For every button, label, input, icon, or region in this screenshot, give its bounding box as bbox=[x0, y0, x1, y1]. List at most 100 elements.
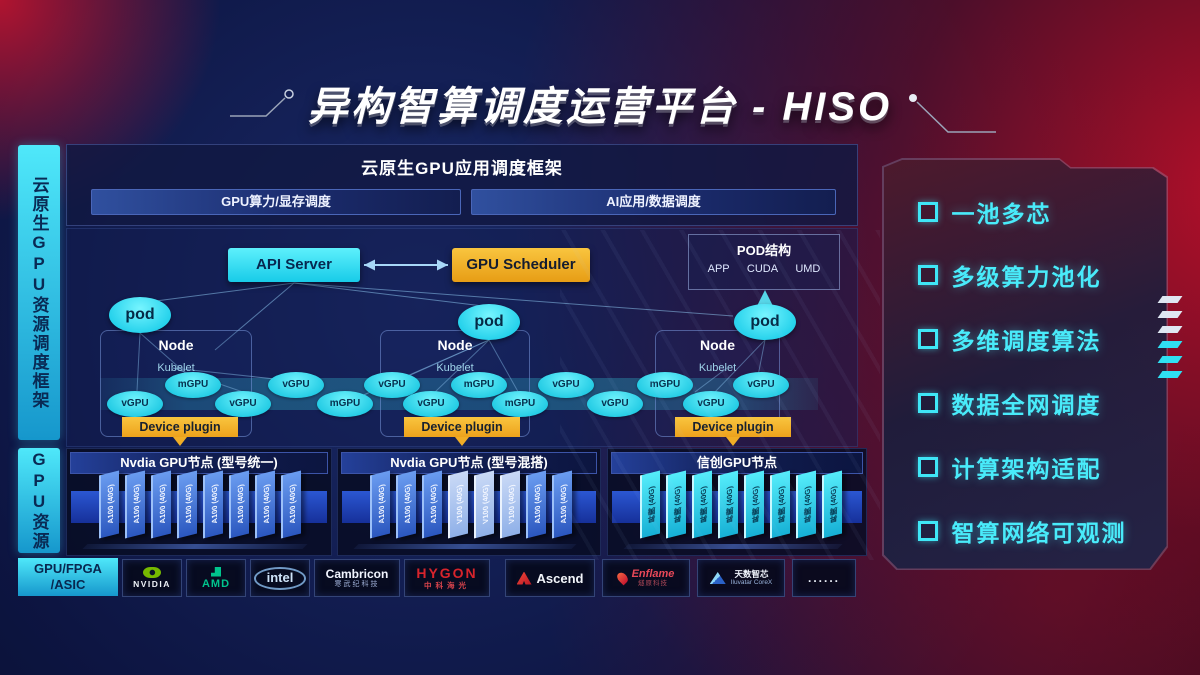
pod-item-app: APP bbox=[707, 263, 730, 275]
gpu-node-header: Nvdia GPU节点 (型号统一) bbox=[70, 452, 328, 474]
gpu-card-label: 昇腾 (40G) bbox=[672, 485, 682, 524]
gpu-card: A100 (40G) bbox=[552, 470, 572, 539]
feature-item: 计算架构适配 bbox=[917, 451, 1102, 483]
sidebar-label-text: 云原生GPU资源调度框架 bbox=[29, 175, 49, 410]
gpu-card-label: A100 (40G) bbox=[209, 483, 219, 525]
gpu-card: 昇腾 (40G) bbox=[692, 470, 712, 539]
vendor-logo-text: Cambricon 寒武纪科技 bbox=[326, 567, 389, 589]
vendor-subname: Iluvatar CoreX bbox=[730, 579, 773, 587]
gpu-node-panel-uniform: Nvdia GPU节点 (型号统一) A100 (40G) A100 (40G) A… bbox=[66, 448, 332, 556]
pod-ellipse: pod bbox=[734, 304, 796, 340]
gpu-card: A100 (40G) bbox=[229, 470, 249, 539]
bar-gpu-compute-scheduling: GPU算力/显存调度 bbox=[91, 189, 461, 215]
gpu-card: 昇腾 (40G) bbox=[666, 470, 686, 539]
gpu-card: 昇腾 (40G) bbox=[718, 470, 738, 539]
gpu-card: V100 (40G) bbox=[474, 470, 494, 539]
pod-structure-box: POD结构 APP CUDA UMD bbox=[688, 234, 840, 290]
gpu-card: A100 (40G) bbox=[281, 470, 301, 539]
vendor-name: intel bbox=[253, 566, 307, 590]
vendor-name: ...... bbox=[807, 571, 840, 585]
gpu-card: V100 (40G) bbox=[500, 470, 520, 539]
vgpu-ellipse: vGPU bbox=[733, 372, 789, 398]
vgpu-ellipse: vGPU bbox=[587, 391, 643, 417]
mgpu-ellipse: mGPU bbox=[451, 372, 507, 398]
gpu-card: A100 (40G) bbox=[255, 470, 275, 539]
feature-item: 多维调度算法 bbox=[917, 323, 1102, 355]
feature-label: 多维调度算法 bbox=[951, 328, 1102, 355]
gpu-node-panel-mixed: Nvdia GPU节点 (型号混搭) A100 (40G) A100 (40G) A… bbox=[337, 448, 601, 556]
vendor-logo-amd: AMD bbox=[186, 559, 246, 597]
vendor-logo-nvidia: NVIDIA bbox=[122, 559, 182, 597]
vgpu-ellipse: vGPU bbox=[107, 391, 163, 417]
gpu-card: A100 (40G) bbox=[396, 470, 416, 539]
vendor-logo-text: 天数智芯 Iluvatar CoreX bbox=[730, 569, 773, 587]
gpu-card-label: A100 (40G) bbox=[235, 483, 245, 525]
pod-ellipse: pod bbox=[109, 297, 171, 333]
vendor-subname: 中科海光 bbox=[424, 580, 470, 590]
gpu-card-label: 昇腾 (40G) bbox=[828, 485, 838, 524]
node-label: Node bbox=[158, 337, 194, 353]
hatch-mark bbox=[1157, 371, 1183, 378]
amd-icon bbox=[211, 566, 221, 577]
bar-ai-data-scheduling: AI应用/数据调度 bbox=[471, 189, 836, 215]
vgpu-ellipse: vGPU bbox=[215, 391, 271, 417]
gpu-card: A100 (40G) bbox=[370, 470, 390, 539]
square-bullet-icon bbox=[917, 265, 938, 286]
sidebar-label-text: GPU资源 bbox=[29, 450, 49, 551]
enflame-icon bbox=[614, 570, 630, 586]
gpu-card-label: 昇腾 (40G) bbox=[802, 485, 812, 524]
page-title: 异构智算调度运营平台 - HISO bbox=[307, 85, 893, 129]
vendor-subname: 燧原科技 bbox=[637, 580, 668, 588]
api-server-box: API Server bbox=[228, 248, 360, 282]
vendor-logo-text: Enflame 燧原科技 bbox=[632, 568, 675, 587]
gpu-card-label: A100 (40G) bbox=[558, 483, 568, 525]
sidebar-label-gpu-resource: GPU资源 bbox=[18, 448, 60, 553]
hardware-label-line1: GPU/FPGA bbox=[34, 561, 102, 576]
feature-label: 一池多芯 bbox=[951, 200, 1052, 227]
vendor-logo-enflame: Enflame 燧原科技 bbox=[602, 559, 690, 597]
square-bullet-icon bbox=[917, 329, 938, 350]
feature-item: 智算网络可观测 bbox=[917, 515, 1127, 547]
pod-item-umd: UMD bbox=[795, 263, 821, 275]
feature-label: 智算网络可观测 bbox=[951, 519, 1127, 546]
pod-structure-title: POD结构 bbox=[736, 243, 792, 258]
gpu-card-label: A100 (40G) bbox=[287, 483, 297, 525]
device-plugin-label: Device plugin bbox=[122, 417, 238, 437]
mgpu-ellipse: mGPU bbox=[492, 391, 548, 417]
gpu-card: V100 (40G) bbox=[448, 470, 468, 539]
gpu-card: A100 (40G) bbox=[125, 470, 145, 539]
gpu-scheduler-box: GPU Scheduler bbox=[452, 248, 590, 282]
gpu-card-label: A100 (40G) bbox=[131, 483, 141, 525]
kubelet-label: Kubelet bbox=[157, 362, 195, 374]
hatch-mark bbox=[1157, 296, 1183, 303]
hatch-mark bbox=[1157, 356, 1183, 363]
device-plugin-arrow bbox=[173, 437, 187, 446]
vendor-subname: 寒武纪科技 bbox=[334, 580, 380, 588]
gpu-card-label: A100 (40G) bbox=[376, 483, 386, 525]
device-plugin-arrow bbox=[726, 437, 740, 446]
vendor-logo-hygon: HYGON 中科海光 bbox=[404, 559, 490, 597]
pod-ellipse: pod bbox=[458, 304, 520, 340]
gpu-card-label: V100 (40G) bbox=[506, 483, 516, 525]
feature-label: 数据全网调度 bbox=[951, 391, 1102, 418]
gpu-card-label: V100 (40G) bbox=[454, 483, 464, 525]
gpu-card: A100 (40G) bbox=[177, 470, 197, 539]
vendor-logo-cambricon: Cambricon 寒武纪科技 bbox=[314, 559, 400, 597]
features-panel: 一池多芯 多级算力池化 多维调度算法 数据全网调度 计算架构适配 智算网络可观测 bbox=[882, 158, 1168, 570]
node-label: Node bbox=[437, 337, 473, 353]
vgpu-ellipse: vGPU bbox=[538, 372, 594, 398]
sidebar-label-cloud-native-framework: 云原生GPU资源调度框架 bbox=[18, 145, 60, 440]
gpu-card-label: V100 (40G) bbox=[480, 483, 490, 525]
gpu-card-label: 昇腾 (40G) bbox=[750, 485, 760, 524]
vgpu-ellipse: vGPU bbox=[683, 391, 739, 417]
ascend-icon bbox=[516, 571, 532, 585]
gpu-node-header: Nvdia GPU节点 (型号混搭) bbox=[341, 452, 597, 474]
square-bullet-icon bbox=[917, 456, 938, 477]
vendor-name: HYGON bbox=[416, 565, 478, 582]
gpu-card-label: A100 (40G) bbox=[402, 483, 412, 525]
gpu-rack-platform bbox=[82, 544, 308, 549]
gpu-rack-platform bbox=[353, 544, 577, 549]
vendor-name: AMD bbox=[201, 577, 231, 590]
gpu-node-header: 信创GPU节点 bbox=[611, 452, 863, 474]
feature-item: 数据全网调度 bbox=[917, 387, 1102, 419]
